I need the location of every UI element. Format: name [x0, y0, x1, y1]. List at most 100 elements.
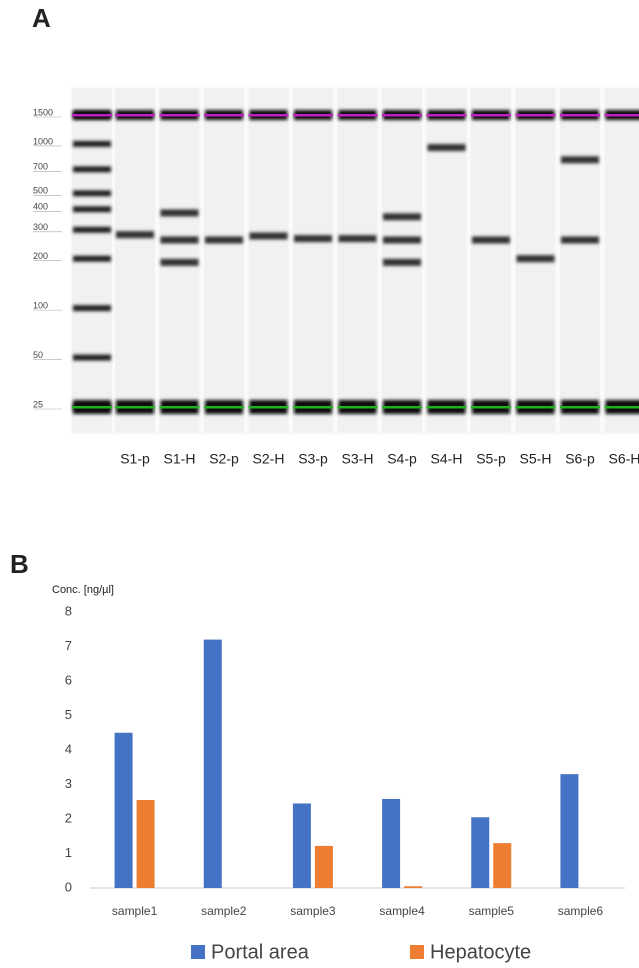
band: [73, 190, 111, 196]
lane-label: S5-H: [520, 451, 552, 467]
legend-swatch: [191, 945, 205, 959]
band: [561, 236, 599, 243]
upper-marker: [204, 114, 244, 117]
y-tick-label: 8: [65, 603, 72, 618]
upper-marker: [249, 114, 289, 117]
legend-label: Hepatocyte: [430, 941, 531, 963]
x-tick-label: sample5: [469, 904, 515, 918]
upper-marker: [427, 114, 467, 117]
ladder-label: 300: [33, 222, 48, 232]
band: [561, 156, 599, 163]
panel-label: A: [32, 3, 51, 33]
bar: [115, 733, 133, 888]
bar: [293, 803, 311, 888]
upper-marker: [605, 114, 639, 117]
bar: [315, 846, 333, 888]
lower-marker: [72, 406, 112, 409]
lane-label: S6-H: [609, 451, 639, 467]
lane-label: S6-p: [565, 451, 595, 467]
band: [472, 236, 510, 243]
bar: [382, 799, 400, 888]
y-tick-label: 6: [65, 672, 72, 687]
band: [428, 144, 466, 151]
band: [73, 166, 111, 172]
ladder-label: 700: [33, 162, 48, 172]
lower-marker: [293, 406, 333, 409]
lane: [338, 88, 378, 433]
lower-marker: [471, 406, 511, 409]
x-tick-label: sample4: [379, 904, 425, 918]
y-tick-label: 4: [65, 741, 72, 756]
lower-marker: [516, 406, 556, 409]
y-tick-label: 1: [65, 845, 72, 860]
y-tick-label: 2: [65, 810, 72, 825]
band: [383, 236, 421, 243]
band: [116, 231, 154, 238]
band: [73, 256, 111, 262]
lane: [427, 88, 467, 433]
lower-marker: [115, 406, 155, 409]
bar: [137, 800, 155, 888]
band: [73, 305, 111, 311]
ladder-label: 400: [33, 202, 48, 212]
lane-label: S4-H: [431, 451, 463, 467]
band: [383, 259, 421, 266]
lane-label: S4-p: [387, 451, 417, 467]
band: [73, 206, 111, 212]
band: [73, 355, 111, 361]
lane: [471, 88, 511, 433]
x-tick-label: sample2: [201, 904, 247, 918]
bar: [560, 774, 578, 888]
figure: A B Conc. [ng/µl] 1500100070050040030020…: [0, 0, 639, 968]
bar: [404, 886, 422, 888]
upper-marker: [471, 114, 511, 117]
band: [383, 213, 421, 220]
ladder-label: 200: [33, 251, 48, 261]
lower-marker: [204, 406, 244, 409]
upper-marker: [382, 114, 422, 117]
band: [161, 236, 199, 243]
lower-marker: [427, 406, 467, 409]
y-tick-label: 0: [65, 879, 72, 894]
lane-label: S3-H: [342, 451, 374, 467]
lane: [115, 88, 155, 433]
lane: [560, 88, 600, 433]
x-tick-label: sample3: [290, 904, 336, 918]
x-tick-label: sample1: [112, 904, 158, 918]
band: [73, 227, 111, 233]
upper-marker: [293, 114, 333, 117]
x-tick-label: sample6: [558, 904, 604, 918]
y-tick-label: 3: [65, 776, 72, 791]
panel-label: B: [10, 549, 29, 579]
ladder-label: 1000: [33, 136, 53, 146]
bar: [204, 640, 222, 888]
upper-marker: [115, 114, 155, 117]
lane-label: S1-H: [164, 451, 196, 467]
upper-marker: [72, 114, 112, 117]
band: [161, 259, 199, 266]
upper-marker: [160, 114, 200, 117]
band: [339, 235, 377, 242]
band: [205, 236, 243, 243]
ladder-label: 50: [33, 350, 43, 360]
lower-marker: [160, 406, 200, 409]
band: [73, 141, 111, 147]
upper-marker: [338, 114, 378, 117]
ladder-label: 100: [33, 301, 48, 311]
lane-label: S1-p: [120, 451, 150, 467]
band: [161, 209, 199, 216]
band: [250, 232, 288, 239]
band: [294, 235, 332, 242]
upper-marker: [560, 114, 600, 117]
lower-marker: [560, 406, 600, 409]
lower-marker: [605, 406, 639, 409]
y-axis-label: Conc. [ng/µl]: [52, 584, 114, 596]
lower-marker: [338, 406, 378, 409]
legend-swatch: [410, 945, 424, 959]
bar: [471, 817, 489, 888]
lane-label: S5-p: [476, 451, 506, 467]
lower-marker: [382, 406, 422, 409]
upper-marker: [516, 114, 556, 117]
